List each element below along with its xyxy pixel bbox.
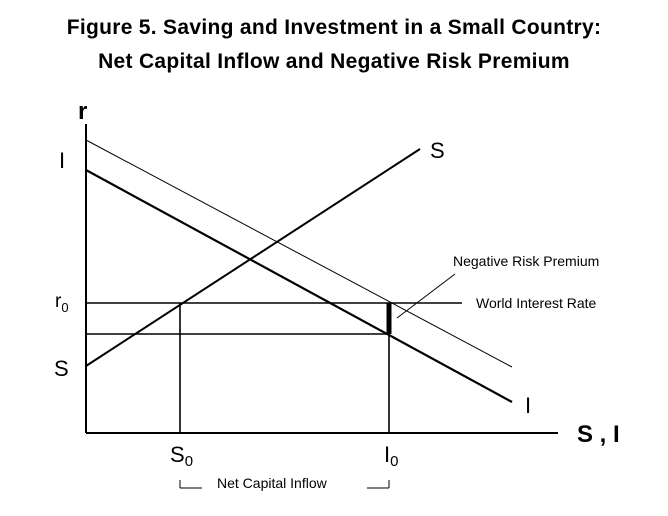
investment-curve-label-start: I xyxy=(59,148,65,173)
shifted-investment-curve xyxy=(85,139,513,368)
negative-risk-premium-label: Negative Risk Premium xyxy=(453,253,599,269)
figure-title-line-2: Net Capital Inflow and Negative Risk Pre… xyxy=(98,50,570,73)
y-axis-label: r xyxy=(78,98,87,125)
saving-curve xyxy=(85,148,421,367)
r0-label: r0 xyxy=(55,291,69,315)
figure-title-line-1: Figure 5. Saving and Investment in a Sma… xyxy=(66,16,602,39)
investment-curve xyxy=(85,169,513,403)
saving-curve-label-start: S xyxy=(54,356,69,381)
world-interest-rate-label: World Interest Rate xyxy=(476,295,597,311)
negative-risk-premium-pointer xyxy=(396,273,456,319)
x-axis-label: S , I xyxy=(577,421,620,448)
investment-curve-label-end: I xyxy=(525,393,531,418)
s0-label: S0 xyxy=(170,442,193,470)
net-capital-inflow-label: Net Capital Inflow xyxy=(217,475,328,491)
saving-curve-label-end: S xyxy=(430,138,445,163)
i0-label: I0 xyxy=(384,442,398,470)
